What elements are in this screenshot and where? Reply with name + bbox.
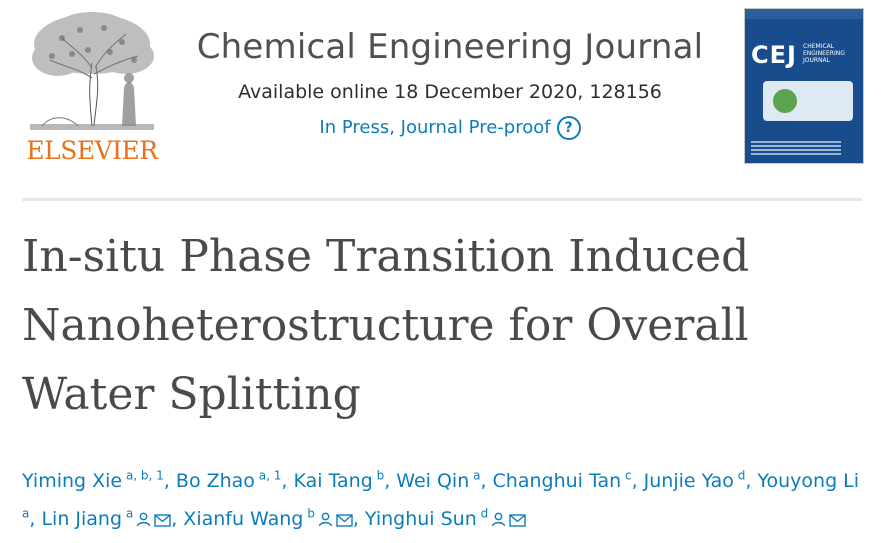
author-link[interactable]: Lin Jiang a bbox=[41, 508, 171, 530]
author-name: Bo Zhao bbox=[175, 470, 255, 492]
author-affiliation: a, 1 bbox=[254, 468, 282, 483]
author-link[interactable]: Youyong Li a bbox=[22, 470, 859, 530]
journal-title-link[interactable]: Chemical Engineering Journal bbox=[196, 27, 704, 67]
press-status-label: In Press, Journal Pre-proof bbox=[319, 117, 551, 138]
author-affiliation: a bbox=[469, 468, 481, 483]
author-affiliation: d bbox=[476, 506, 489, 521]
author-separator: , bbox=[163, 470, 176, 492]
author-separator: , bbox=[171, 508, 184, 530]
author-name: Yinghui Sun bbox=[364, 508, 477, 530]
person-icon[interactable] bbox=[491, 502, 506, 540]
author-name: Youyong Li bbox=[757, 470, 860, 492]
author-link[interactable]: Yinghui Sun d bbox=[365, 508, 526, 530]
availability-date: Available online 18 December 2020, 12815… bbox=[238, 81, 662, 103]
author-link[interactable]: Junjie Yao d bbox=[644, 470, 746, 492]
author-separator: , bbox=[631, 470, 644, 492]
author-name: Wei Qin bbox=[396, 470, 470, 492]
elsevier-wordmark: ELSEVIER bbox=[26, 136, 158, 165]
help-question-icon[interactable]: ? bbox=[556, 116, 581, 140]
author-separator: , bbox=[480, 470, 493, 492]
author-separator: , bbox=[745, 470, 758, 492]
author-separator: , bbox=[281, 470, 294, 492]
cover-illustration bbox=[763, 81, 853, 121]
author-affiliation: c bbox=[621, 468, 632, 483]
person-icon[interactable] bbox=[318, 502, 333, 540]
envelope-icon[interactable] bbox=[336, 502, 353, 540]
author-affiliation: d bbox=[733, 468, 746, 483]
journal-cover-image[interactable]: CEJ CHEMICAL ENGINEERING JOURNAL bbox=[744, 8, 864, 164]
person-icon[interactable] bbox=[136, 502, 151, 540]
cover-subtitle: CHEMICAL ENGINEERING JOURNAL bbox=[803, 43, 845, 64]
article-header: ELSEVIER Chemical Engineering Journal Av… bbox=[0, 0, 883, 200]
author-affiliation: a, b, 1 bbox=[122, 468, 164, 483]
author-name: Yiming Xie bbox=[22, 470, 123, 492]
author-affiliation: a bbox=[122, 506, 134, 521]
author-list: Yiming Xie a, b, 1, Bo Zhao a, 1, Kai Ta… bbox=[22, 462, 872, 540]
author-name: Changhui Tan bbox=[492, 470, 622, 492]
elsevier-logo[interactable]: ELSEVIER bbox=[22, 8, 162, 168]
envelope-icon[interactable] bbox=[154, 502, 171, 540]
author-name: Junjie Yao bbox=[643, 470, 734, 492]
author-affiliation: a bbox=[22, 506, 30, 521]
author-affiliation: b bbox=[303, 506, 315, 521]
author-link[interactable]: Kai Tang b bbox=[293, 470, 384, 492]
author-separator: , bbox=[29, 508, 42, 530]
author-name: Lin Jiang bbox=[41, 508, 123, 530]
article-title: In-situ Phase Transition Induced Nanohet… bbox=[22, 231, 750, 420]
header-divider bbox=[22, 198, 862, 201]
author-link[interactable]: Xianfu Wang b bbox=[183, 508, 353, 530]
envelope-icon[interactable] bbox=[509, 502, 526, 540]
cover-top-band bbox=[745, 9, 863, 19]
author-name: Xianfu Wang bbox=[183, 508, 304, 530]
author-link[interactable]: Yiming Xie a, b, 1 bbox=[22, 470, 164, 492]
cover-abbreviation: CEJ bbox=[751, 41, 797, 69]
author-link[interactable]: Changhui Tan c bbox=[493, 470, 632, 492]
journal-preproof-link[interactable]: In Press, Journal Pre-proof ? bbox=[319, 114, 581, 142]
journal-info: Chemical Engineering Journal Available o… bbox=[170, 22, 730, 142]
author-separator: , bbox=[384, 470, 397, 492]
author-link[interactable]: Wei Qin a bbox=[396, 470, 480, 492]
author-link[interactable]: Bo Zhao a, 1 bbox=[176, 470, 281, 492]
author-separator: , bbox=[352, 508, 365, 530]
elsevier-tree-icon bbox=[22, 8, 162, 138]
author-affiliation: b bbox=[372, 468, 385, 483]
author-name: Kai Tang bbox=[293, 470, 373, 492]
cover-text-lines bbox=[751, 141, 841, 157]
